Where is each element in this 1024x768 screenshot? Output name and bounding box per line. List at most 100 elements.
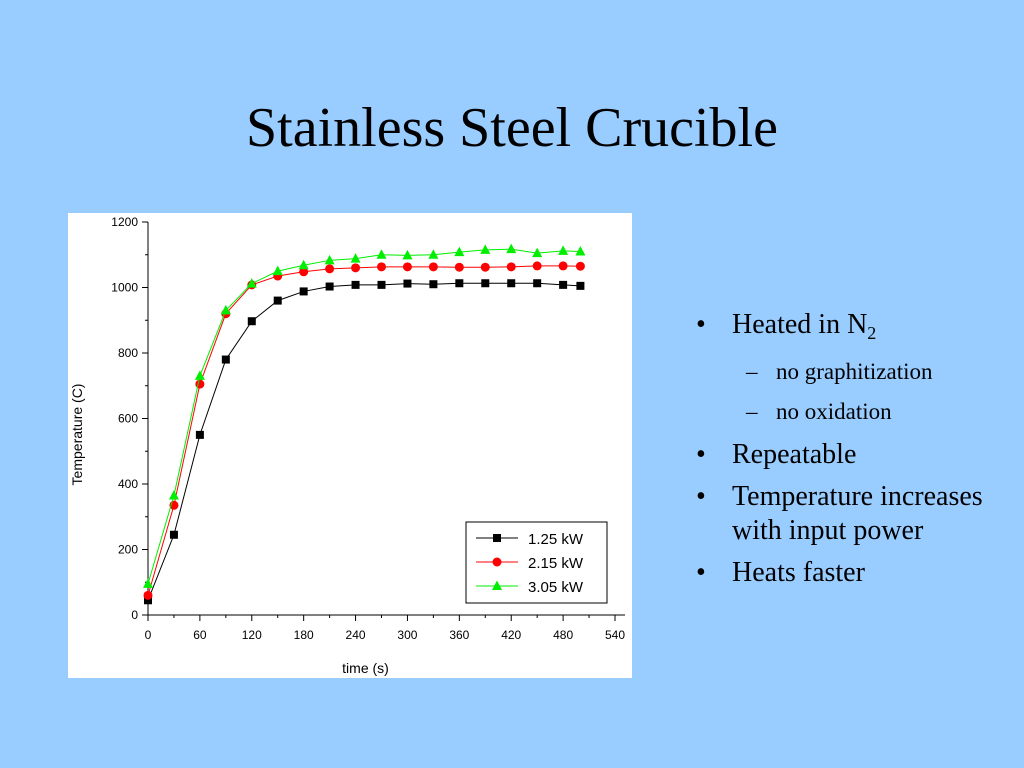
- series-line-0: [147, 282, 581, 601]
- data-point-1-6: [299, 267, 309, 277]
- bullet-dot: •: [696, 439, 706, 470]
- data-point-2-15: [532, 247, 543, 258]
- legend-marker-1: [492, 557, 502, 567]
- x-tick-label: 360: [449, 628, 469, 642]
- bullet-list: • Heated in N2 – no graphitization – no …: [690, 308, 1010, 598]
- data-point-0-16: [559, 280, 568, 289]
- data-point-2-1: [168, 489, 179, 500]
- data-point-2-6: [298, 259, 309, 270]
- data-point-0-5: [273, 296, 282, 305]
- data-point-0-7: [325, 282, 334, 291]
- data-point-1-0: [143, 590, 153, 600]
- y-axis-label: Temperature (C): [69, 384, 85, 486]
- data-point-1-8: [351, 263, 361, 273]
- data-point-0-11: [429, 280, 438, 289]
- x-tick-label: 300: [397, 628, 417, 642]
- data-point-0-0: [144, 596, 152, 605]
- data-point-1-2: [195, 379, 205, 389]
- legend-label-2: 3.05 kW: [528, 579, 584, 596]
- x-tick-label: 240: [346, 628, 366, 642]
- y-tick-label: 400: [118, 477, 138, 491]
- data-point-2-10: [402, 249, 413, 260]
- data-point-2-12: [454, 246, 465, 257]
- temperature-chart: 0 200 400 600 800 1000 1200 0 60 120 180 240 300 360 4…: [69, 215, 625, 676]
- data-point-2-7: [324, 254, 335, 265]
- data-point-2-14: [506, 243, 517, 254]
- x-tick-label: 60: [193, 628, 207, 642]
- sub-bullet-oxidation: – no oxidation: [690, 398, 1010, 426]
- y-tick-label: 200: [118, 543, 138, 557]
- data-point-0-1: [169, 530, 178, 539]
- data-point-1-13: [480, 262, 490, 272]
- data-point-1-11: [428, 262, 438, 272]
- slide-title: Stainless Steel Crucible: [246, 97, 778, 159]
- data-point-0-17: [576, 281, 585, 290]
- x-tick-label: 0: [145, 628, 152, 642]
- y-tick-label: 600: [118, 412, 138, 426]
- data-point-0-6: [299, 287, 308, 296]
- bullet-temperature: • Temperature increases with input power: [690, 480, 1010, 548]
- x-tick-label: 120: [242, 628, 262, 642]
- sub-bullet-dash: –: [746, 359, 758, 384]
- sub-bullet-graphitization: – no graphitization: [690, 358, 1010, 386]
- y-tick-label: 0: [131, 608, 138, 622]
- data-point-1-17: [575, 261, 585, 271]
- data-point-0-9: [377, 280, 386, 289]
- legend-label-0: 1.25 kW: [528, 531, 584, 548]
- chart-panel: 0 200 400 600 800 1000 1200 0 60 120 180 240 300 360 4…: [68, 213, 632, 678]
- data-point-0-14: [507, 279, 516, 288]
- bullet-heats-faster: • Heats faster: [690, 556, 1010, 590]
- data-point-0-12: [455, 279, 464, 288]
- data-point-2-13: [480, 244, 491, 254]
- data-point-2-2: [194, 370, 205, 380]
- data-point-1-12: [454, 262, 464, 272]
- x-tick-label: 420: [501, 628, 521, 642]
- data-point-2-17: [575, 245, 586, 256]
- data-point-0-15: [533, 279, 542, 288]
- bullet-dot: •: [696, 557, 706, 588]
- bullet-heated: • Heated in N2: [690, 308, 1010, 350]
- data-point-0-4: [247, 317, 256, 326]
- sub-bullet-graphitization-text: no graphitization: [776, 359, 933, 384]
- data-point-2-16: [558, 245, 569, 255]
- bullet-dot: •: [696, 481, 706, 512]
- data-point-2-5: [272, 265, 283, 276]
- data-point-0-10: [403, 279, 412, 288]
- data-point-1-9: [377, 262, 386, 272]
- data-point-0-13: [481, 279, 490, 288]
- data-point-1-15: [532, 261, 542, 271]
- data-point-2-4: [246, 278, 257, 288]
- data-point-0-2: [195, 430, 204, 439]
- x-tick-label: 180: [294, 628, 314, 642]
- data-point-2-0: [143, 578, 153, 588]
- data-point-2-11: [428, 249, 439, 259]
- data-point-0-8: [351, 280, 360, 289]
- y-tick-label: 800: [118, 346, 138, 360]
- sub-bullet-dash: –: [746, 399, 758, 424]
- bullet-heated-text: Heated in N: [732, 309, 868, 340]
- x-tick-label: 480: [553, 628, 573, 642]
- data-point-1-10: [402, 262, 412, 272]
- series-line-2: [147, 248, 581, 585]
- bullet-repeatable-text: Repeatable: [732, 439, 857, 470]
- data-point-1-7: [325, 264, 335, 274]
- legend-marker-0: [493, 534, 501, 542]
- legend-label-1: 2.15 kW: [528, 555, 584, 572]
- bullet-repeatable: • Repeatable: [690, 438, 1010, 472]
- data-point-1-14: [506, 262, 516, 272]
- bullet-heats-faster-text: Heats faster: [732, 557, 865, 588]
- sub-bullet-oxidation-text: no oxidation: [776, 399, 892, 424]
- x-axis-label: time (s): [342, 660, 389, 676]
- data-point-2-3: [220, 304, 231, 315]
- data-point-2-8: [350, 253, 361, 263]
- y-tick-label: 1200: [111, 215, 138, 229]
- bullet-temperature-text: Temperature increases with input power: [732, 481, 983, 546]
- data-point-0-3: [221, 355, 230, 364]
- y-tick-label: 1000: [111, 281, 138, 295]
- bullet-dot: •: [696, 309, 706, 340]
- data-point-1-16: [558, 261, 568, 271]
- x-tick-label: 540: [605, 628, 625, 642]
- legend-marker-2: [492, 580, 502, 590]
- bullet-heated-subscript: 2: [867, 323, 877, 343]
- data-point-2-9: [376, 249, 387, 259]
